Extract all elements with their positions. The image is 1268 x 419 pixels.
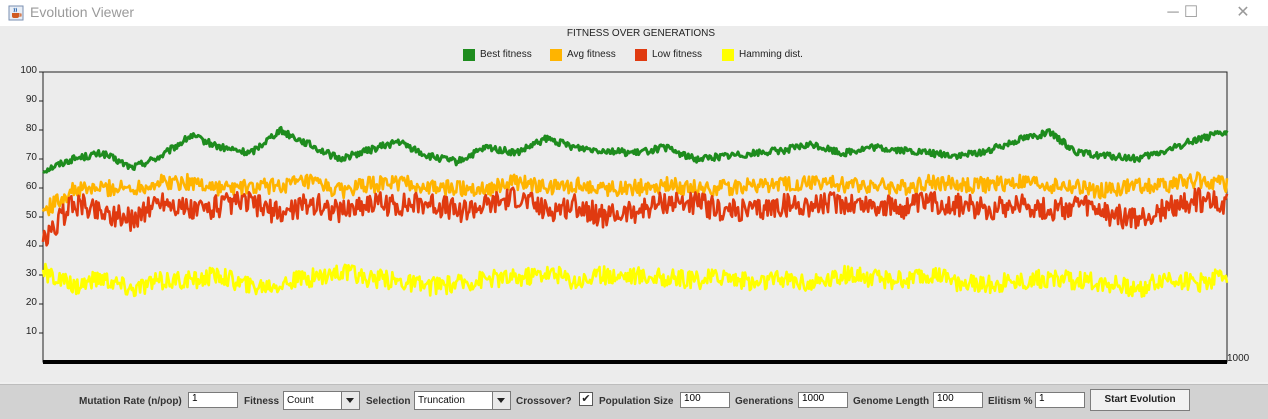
series-line-best-fitness (42, 125, 1229, 174)
y-tick-label: 10 (25, 326, 37, 337)
series-line-low-fitness (41, 186, 1229, 247)
minimize-button[interactable]: ─ (1167, 4, 1179, 21)
generations-input[interactable]: 1000 (798, 392, 848, 408)
series-line-hamming-dist (41, 262, 1229, 298)
y-tick-label: 90 (25, 94, 37, 105)
genome-length-input[interactable]: 100 (933, 392, 983, 408)
fitness-select[interactable]: Count (283, 391, 360, 410)
y-tick-label: 50 (25, 210, 37, 221)
controls-bar: Mutation Rate (n/pop) 1 Fitness Count Se… (0, 384, 1268, 419)
generations-label: Generations (735, 396, 794, 407)
legend-label-best: Best fitness (480, 49, 532, 60)
x-tick-label: 1000 (1227, 353, 1250, 364)
window-titlebar: Evolution Viewer ─ ☐ ✕ (0, 0, 1268, 26)
elitism-input[interactable]: 1 (1035, 392, 1085, 408)
mutation-rate-input[interactable]: 1 (188, 392, 238, 408)
elitism-label: Elitism % (988, 396, 1033, 407)
fitness-select-value: Count (287, 395, 314, 406)
legend-label-hamming: Hamming dist. (739, 49, 803, 60)
chart-panel: FITNESS OVER GENERATIONS Best fitness Av… (0, 26, 1268, 382)
legend-swatch-low (635, 49, 647, 61)
legend-swatch-hamming (722, 49, 734, 61)
crossover-checkbox[interactable]: ✔ (579, 392, 593, 406)
fitness-plot (39, 71, 1229, 364)
y-tick-label: 60 (25, 181, 37, 192)
chevron-down-icon[interactable] (341, 392, 359, 409)
chevron-down-icon[interactable] (492, 392, 510, 409)
close-button[interactable]: ✕ (1236, 4, 1250, 21)
y-tick-label: 20 (25, 297, 37, 308)
window-title: Evolution Viewer (30, 4, 135, 20)
legend-swatch-avg (550, 49, 562, 61)
selection-label: Selection (366, 396, 411, 407)
selection-select-value: Truncation (418, 395, 465, 406)
legend-label-avg: Avg fitness (567, 49, 616, 60)
legend-label-low: Low fitness (652, 49, 703, 60)
crossover-label: Crossover? (516, 396, 572, 407)
y-tick-label: 30 (25, 268, 37, 279)
maximize-button[interactable]: ☐ (1183, 4, 1199, 21)
y-tick-label: 80 (25, 123, 37, 134)
y-tick-label: 70 (25, 152, 37, 163)
y-tick-label: 100 (20, 65, 37, 76)
fitness-label: Fitness (244, 396, 280, 407)
genome-length-label: Genome Length (853, 396, 930, 407)
selection-select[interactable]: Truncation (414, 391, 511, 410)
series-line-avg-fitness (41, 171, 1229, 217)
chart-title: FITNESS OVER GENERATIONS (566, 28, 716, 39)
start-evolution-button[interactable]: Start Evolution (1090, 389, 1190, 411)
population-size-input[interactable]: 100 (680, 392, 730, 408)
y-tick-label: 40 (25, 239, 37, 250)
mutation-rate-label: Mutation Rate (n/pop) (79, 396, 182, 407)
legend-swatch-best (463, 49, 475, 61)
java-cup-icon (8, 5, 24, 21)
population-size-label: Population Size (599, 396, 674, 407)
